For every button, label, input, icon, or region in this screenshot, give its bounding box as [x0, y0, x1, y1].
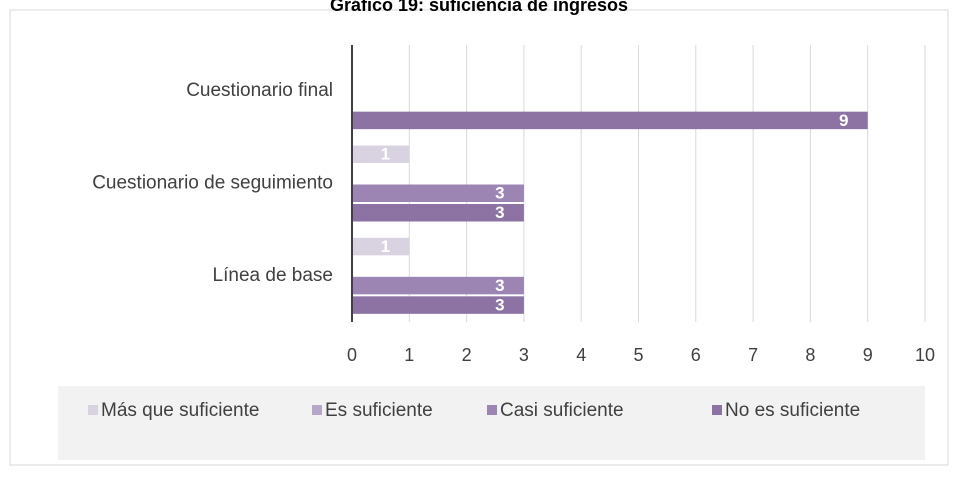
- x-tick-label: 6: [691, 345, 701, 365]
- data-label: 0: [361, 52, 370, 71]
- data-label: 0: [361, 72, 370, 91]
- x-tick-label: 3: [519, 345, 529, 365]
- y-tick-label: Cuestionario de seguimiento: [92, 173, 333, 194]
- x-tick-label: 7: [748, 345, 758, 365]
- bar: [352, 237, 410, 256]
- legend-label: Casi suficiente: [500, 400, 624, 421]
- bar: [352, 111, 868, 130]
- x-tick-label: 9: [863, 345, 873, 365]
- data-label: 3: [495, 203, 504, 222]
- legend-label: No es suficiente: [725, 400, 860, 421]
- legend-label: Más que suficiente: [101, 400, 259, 421]
- data-label: 3: [495, 296, 504, 315]
- data-label: 1: [381, 237, 390, 256]
- legend-swatch: [312, 405, 322, 415]
- data-label: 0: [361, 164, 370, 183]
- data-label: 1: [381, 145, 390, 164]
- bar: [352, 276, 524, 295]
- legend-swatch: [487, 405, 497, 415]
- data-label: 3: [495, 276, 504, 295]
- bar: [352, 204, 524, 222]
- bar: [352, 296, 524, 314]
- data-label: 0: [361, 257, 370, 276]
- x-tick-label: 5: [633, 345, 643, 365]
- legend-swatch: [712, 405, 722, 415]
- legend-box: [58, 386, 925, 460]
- x-tick-label: 10: [915, 345, 935, 365]
- y-tick-label: Cuestionario final: [186, 80, 333, 101]
- chart-title: Gráfico 19: suficiencia de ingresos: [330, 0, 628, 15]
- x-tick-label: 8: [805, 345, 815, 365]
- data-label: 0: [361, 91, 370, 110]
- bar: [352, 145, 410, 163]
- data-label: 9: [839, 111, 848, 130]
- data-label: 3: [495, 184, 504, 203]
- y-tick-label: Línea de base: [213, 265, 333, 286]
- bar: [352, 184, 524, 202]
- legend-label: Es suficiente: [325, 400, 433, 421]
- x-tick-label: 2: [462, 345, 472, 365]
- x-tick-label: 0: [347, 345, 357, 365]
- x-tick-label: 1: [404, 345, 414, 365]
- legend-swatch: [88, 405, 98, 415]
- x-tick-label: 4: [576, 345, 586, 365]
